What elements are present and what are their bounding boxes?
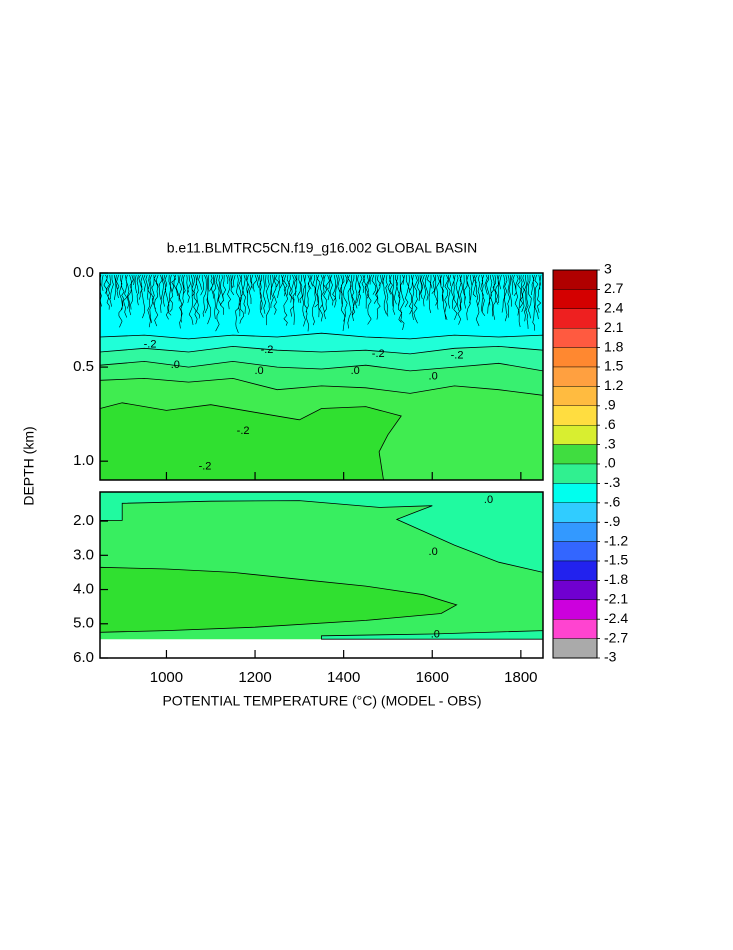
colorbar-band — [552, 405, 598, 426]
contour-label: -.2 — [451, 350, 464, 362]
y-tick-label: 5.0 — [73, 615, 94, 632]
y-tick-label: 2.0 — [73, 512, 94, 529]
colorbar-tick-label: 2.1 — [604, 319, 624, 335]
colorbar-band — [552, 308, 598, 329]
colorbar-tick-label: 2.4 — [604, 300, 624, 316]
colorbar-tick-label: -2.1 — [604, 591, 628, 607]
colorbar-tick-label: 1.5 — [604, 358, 624, 374]
contour-label: -.2 — [144, 338, 157, 350]
x-tick-label: 1600 — [416, 669, 449, 686]
colorbar-band — [552, 463, 598, 484]
colorbar-tick-label: -.6 — [604, 494, 621, 510]
contour-region — [100, 566, 458, 633]
colorbar-tick-label: -1.2 — [604, 532, 628, 548]
x-tick-label: 1000 — [150, 669, 183, 686]
colorbar-tick-label: -1.8 — [604, 571, 628, 587]
colorbar-tick-label: 2.7 — [604, 280, 624, 296]
colorbar-band — [552, 541, 598, 562]
contour-label: -.2 — [261, 344, 274, 356]
y-tick-label: 0.0 — [73, 264, 94, 281]
colorbar-tick-label: 1.2 — [604, 377, 624, 393]
colorbar-band — [552, 366, 598, 387]
y-tick-label: 1.0 — [73, 452, 94, 469]
colorbar-band — [552, 483, 598, 503]
x-tick-label: 1400 — [327, 669, 360, 686]
colorbar-band — [552, 425, 598, 445]
y-tick-label: 0.5 — [73, 358, 94, 375]
colorbar-tick-label: -2.4 — [604, 610, 628, 626]
x-tick-label: 1200 — [238, 669, 271, 686]
colorbar-tick-label: .6 — [604, 416, 616, 432]
colorbar-band — [552, 522, 598, 542]
panel-frame — [99, 272, 544, 481]
colorbar-band — [552, 444, 598, 465]
colorbar-tick-label: -1.5 — [604, 552, 628, 568]
colorbar-band — [552, 347, 598, 368]
colorbar-tick-label: -.9 — [604, 513, 621, 529]
colorbar-tick-label: 3 — [604, 261, 612, 277]
colorbar-tick-label: .3 — [604, 435, 616, 451]
colorbar-band — [552, 638, 598, 659]
contour-label: .0 — [431, 629, 440, 641]
contour-label: .0 — [429, 370, 438, 382]
panel-frame — [99, 491, 544, 659]
colorbar-band — [552, 580, 598, 601]
x-tick-label: 1800 — [504, 669, 537, 686]
contour-label: .0 — [429, 546, 438, 558]
contour-label: -.2 — [372, 348, 385, 360]
colorbar-band — [552, 619, 598, 639]
y-tick-label: 6.0 — [73, 649, 94, 666]
colorbar-tick-label: -2.7 — [604, 629, 628, 645]
colorbar-tick-label: 1.8 — [604, 338, 624, 354]
contour-label: -.2 — [199, 461, 212, 473]
panel: .0 .0 .0 — [100, 492, 543, 641]
contour-label: .0 — [484, 494, 493, 506]
contour-label: .0 — [254, 365, 263, 377]
chart-title: b.e11.BLMTRC5CN.f19_g16.002 GLOBAL BASIN — [167, 240, 478, 256]
contour-region — [100, 402, 402, 480]
x-axis-label: POTENTIAL TEMPERATURE (°C) (MODEL - OBS) — [162, 693, 481, 709]
colorbar-band — [552, 386, 598, 406]
contour-label: .0 — [171, 359, 180, 371]
y-tick-label: 3.0 — [73, 546, 94, 563]
colorbar-tick-label: .0 — [604, 455, 616, 471]
colorbar-band — [552, 502, 598, 523]
colorbar-tick-label: -3 — [604, 649, 617, 665]
contour-label: -.2 — [237, 425, 250, 437]
colorbar-band — [552, 289, 598, 309]
contour-label: .0 — [351, 365, 360, 377]
colorbar-band — [552, 560, 598, 581]
y-tick-label: 4.0 — [73, 581, 94, 598]
contour-region — [321, 630, 543, 640]
y-axis-label: DEPTH (km) — [21, 426, 37, 505]
colorbar-tick-label: -.3 — [604, 474, 621, 490]
panel: -.2 .0 -.2 .0 -.2 .0 -.2 .0 -.2 -.2 — [100, 273, 543, 480]
contour-region — [100, 492, 543, 573]
colorbar-tick-label: .9 — [604, 397, 616, 413]
colorbar-band — [552, 269, 598, 290]
colorbar-band — [552, 328, 598, 348]
colorbar-band — [552, 599, 598, 620]
noise-contours — [100, 274, 542, 334]
